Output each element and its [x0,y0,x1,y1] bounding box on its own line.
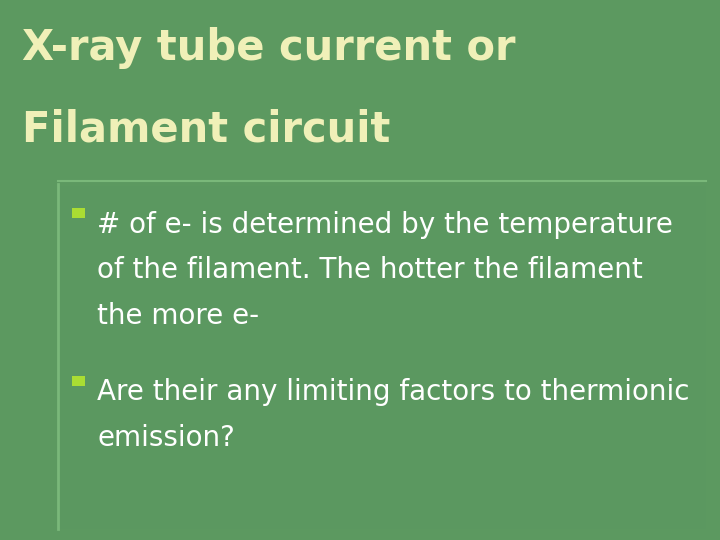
Text: the more e-: the more e- [97,302,259,330]
Text: Filament circuit: Filament circuit [22,108,390,150]
Text: emission?: emission? [97,424,235,452]
Text: X-ray tube current or: X-ray tube current or [22,27,515,69]
Bar [72,208,85,218]
Text: of the filament. The hotter the filament: of the filament. The hotter the filament [97,256,643,285]
Bar [72,376,85,386]
Text: Are their any limiting factors to thermionic: Are their any limiting factors to thermi… [97,378,690,406]
Text: # of e- is determined by the temperature: # of e- is determined by the temperature [97,211,673,239]
FancyBboxPatch shape [58,186,706,529]
